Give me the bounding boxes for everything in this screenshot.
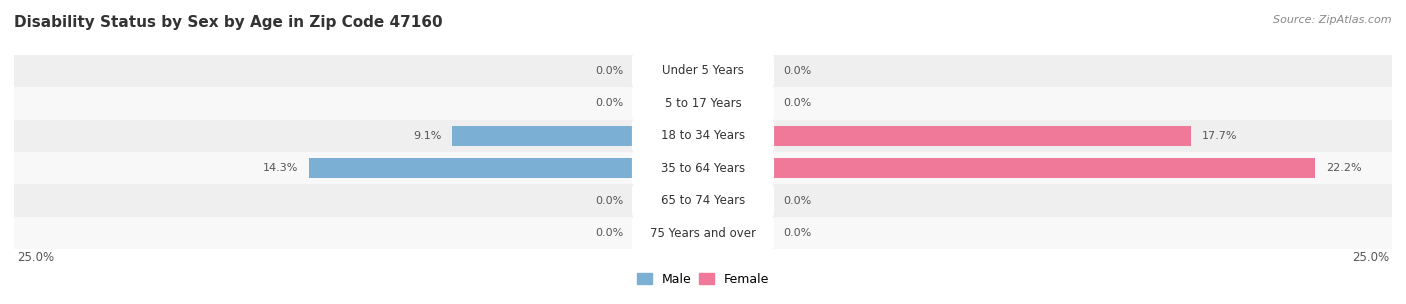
FancyBboxPatch shape bbox=[631, 216, 775, 250]
Bar bbox=[696, 61, 703, 81]
Text: 75 Years and over: 75 Years and over bbox=[650, 226, 756, 240]
Text: 14.3%: 14.3% bbox=[263, 163, 298, 173]
Bar bbox=[14, 87, 1392, 119]
Bar bbox=[14, 119, 1392, 152]
Bar bbox=[14, 217, 1392, 249]
Text: 0.0%: 0.0% bbox=[595, 196, 623, 206]
Text: 0.0%: 0.0% bbox=[595, 66, 623, 76]
Bar bbox=[703, 61, 710, 81]
Text: Source: ZipAtlas.com: Source: ZipAtlas.com bbox=[1274, 15, 1392, 25]
Text: 22.2%: 22.2% bbox=[1326, 163, 1361, 173]
FancyBboxPatch shape bbox=[631, 54, 775, 88]
Bar bbox=[696, 94, 703, 113]
Bar bbox=[703, 223, 710, 243]
Text: 0.0%: 0.0% bbox=[783, 196, 811, 206]
Text: 18 to 34 Years: 18 to 34 Years bbox=[661, 129, 745, 142]
FancyBboxPatch shape bbox=[631, 119, 775, 153]
Text: 25.0%: 25.0% bbox=[1353, 251, 1389, 264]
Text: 65 to 74 Years: 65 to 74 Years bbox=[661, 194, 745, 207]
Text: 0.0%: 0.0% bbox=[783, 228, 811, 238]
Text: 0.0%: 0.0% bbox=[595, 98, 623, 108]
Text: 17.7%: 17.7% bbox=[1202, 131, 1237, 141]
FancyBboxPatch shape bbox=[631, 86, 775, 121]
Bar bbox=[703, 158, 1315, 178]
Text: 5 to 17 Years: 5 to 17 Years bbox=[665, 97, 741, 110]
Bar bbox=[696, 223, 703, 243]
Bar bbox=[703, 94, 710, 113]
Bar bbox=[703, 126, 1191, 146]
Text: 0.0%: 0.0% bbox=[783, 66, 811, 76]
Text: Disability Status by Sex by Age in Zip Code 47160: Disability Status by Sex by Age in Zip C… bbox=[14, 15, 443, 30]
Text: 0.0%: 0.0% bbox=[783, 98, 811, 108]
Bar bbox=[14, 152, 1392, 185]
FancyBboxPatch shape bbox=[631, 151, 775, 185]
Bar bbox=[309, 158, 703, 178]
Bar bbox=[14, 185, 1392, 217]
Text: 9.1%: 9.1% bbox=[413, 131, 441, 141]
Bar bbox=[703, 191, 710, 210]
Bar bbox=[453, 126, 703, 146]
Text: Under 5 Years: Under 5 Years bbox=[662, 64, 744, 78]
Text: 25.0%: 25.0% bbox=[17, 251, 53, 264]
Text: 0.0%: 0.0% bbox=[595, 228, 623, 238]
FancyBboxPatch shape bbox=[631, 183, 775, 218]
Bar bbox=[696, 191, 703, 210]
Legend: Male, Female: Male, Female bbox=[637, 273, 769, 286]
Text: 35 to 64 Years: 35 to 64 Years bbox=[661, 162, 745, 175]
Bar bbox=[14, 55, 1392, 87]
